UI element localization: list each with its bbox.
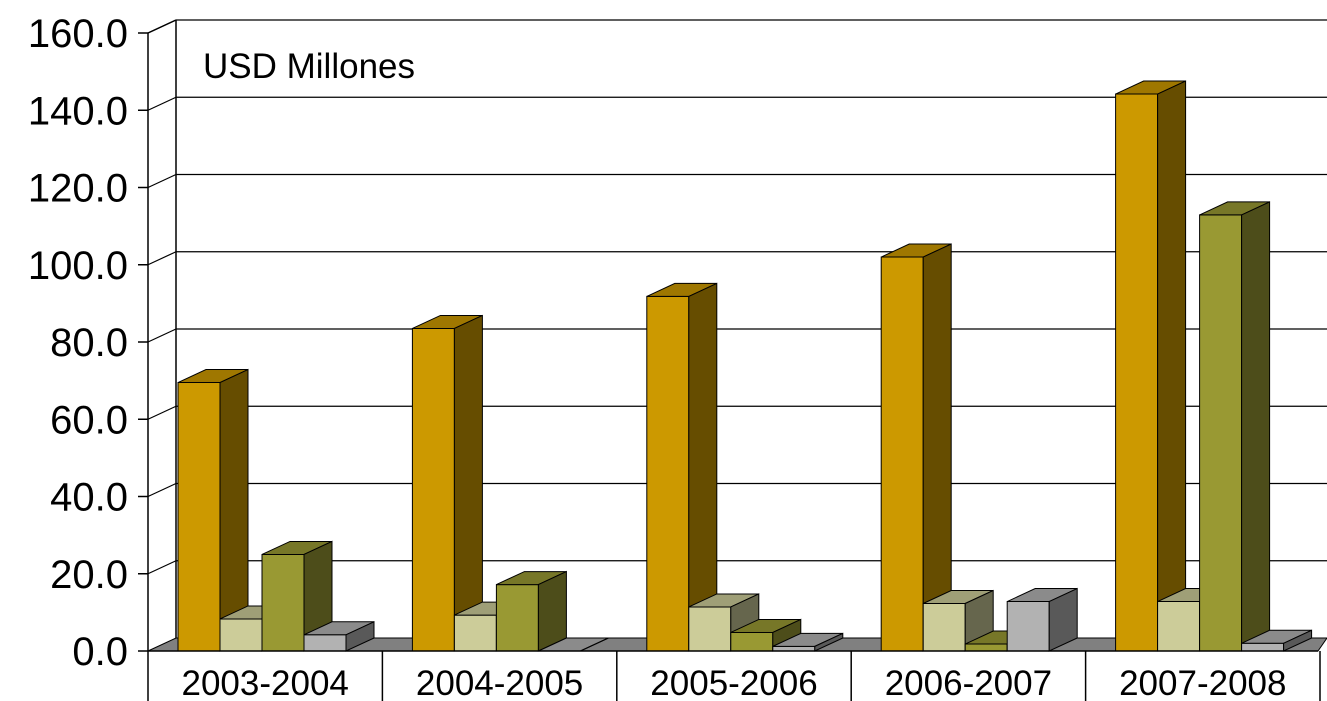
y-tick-label: 160.0	[28, 12, 128, 56]
gridline-side	[147, 560, 177, 575]
y-tick-label: 140.0	[28, 89, 128, 133]
bar-side	[453, 314, 483, 652]
x-tick-label: 2003-2004	[182, 664, 349, 701]
bar-front	[411, 327, 455, 652]
bar	[303, 620, 375, 652]
bar-side	[1241, 201, 1271, 652]
x-tick-label: 2004-2005	[416, 664, 583, 701]
bar-side	[537, 570, 567, 652]
bar	[1199, 201, 1271, 652]
bar	[411, 314, 483, 652]
bar	[495, 570, 567, 652]
x-axis-ticks: 2003-2004 2004-2005 2005-2006 2006-2007 2007…	[147, 651, 1321, 701]
x-tick-label: 2007-2008	[1119, 664, 1286, 701]
y-tick-label: 120.0	[28, 167, 128, 211]
y-tick-label: 20.0	[50, 553, 128, 597]
gridline-side	[147, 96, 177, 111]
bar-front	[1115, 93, 1159, 652]
y-axis-top-link	[147, 19, 177, 34]
bar	[646, 282, 718, 652]
y-axis-ticks: 160.0 140.0 120.0 100.0 80.0 60.0 40.0 20.0 0.0	[28, 12, 148, 674]
bar-front	[922, 602, 966, 652]
bar-front	[646, 295, 690, 652]
gridline-side	[147, 251, 177, 266]
bar-side	[1157, 80, 1187, 652]
bar-front	[880, 256, 924, 652]
bar	[261, 540, 333, 652]
bar-front	[964, 643, 1008, 652]
bar-front	[688, 606, 732, 652]
bar-front	[453, 614, 497, 652]
bar	[1115, 80, 1187, 652]
y-tick-label: 80.0	[50, 321, 128, 365]
y-tick-label: 0.0	[72, 630, 128, 674]
bar-side	[814, 632, 844, 652]
bar-front	[1006, 601, 1050, 652]
gridline-side	[147, 328, 177, 343]
y-tick-label: 40.0	[50, 476, 128, 520]
bar-front	[1199, 214, 1243, 652]
bar	[772, 632, 844, 652]
y-tick-label: 100.0	[28, 244, 128, 288]
bar-front	[1157, 601, 1201, 652]
bar-front	[730, 631, 774, 652]
bar-side	[345, 620, 375, 652]
bar-front	[495, 584, 539, 652]
unit-label: USD Millones	[203, 47, 415, 86]
x-tick-label: 2005-2006	[650, 664, 817, 701]
x-tick-label: 2006-2007	[885, 664, 1052, 701]
gridline-side	[147, 173, 177, 189]
bar	[1006, 587, 1078, 652]
y-tick-label: 60.0	[50, 398, 128, 442]
bar-front	[1241, 642, 1285, 652]
bar	[177, 368, 249, 652]
bar-side	[1048, 587, 1078, 652]
bar	[880, 243, 952, 652]
bar-front	[303, 634, 347, 652]
bar-front	[219, 618, 263, 652]
bar-front	[177, 382, 221, 652]
bars	[177, 80, 1313, 652]
gridline-side	[147, 482, 177, 498]
bar-front	[261, 553, 305, 652]
gridline-side	[147, 405, 177, 420]
bar-side	[580, 637, 609, 652]
bar-side	[1283, 629, 1313, 652]
bar-side	[922, 243, 952, 652]
